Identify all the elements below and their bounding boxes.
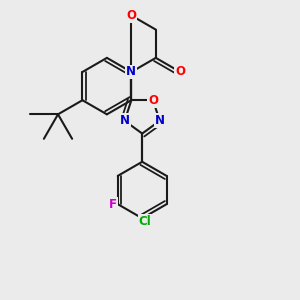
Text: O: O [175, 65, 185, 79]
Text: N: N [126, 65, 136, 79]
Text: F: F [109, 198, 117, 211]
Text: Cl: Cl [139, 215, 152, 228]
Text: O: O [126, 9, 136, 22]
Text: N: N [120, 114, 130, 127]
Text: O: O [148, 94, 158, 107]
Text: N: N [155, 114, 165, 127]
